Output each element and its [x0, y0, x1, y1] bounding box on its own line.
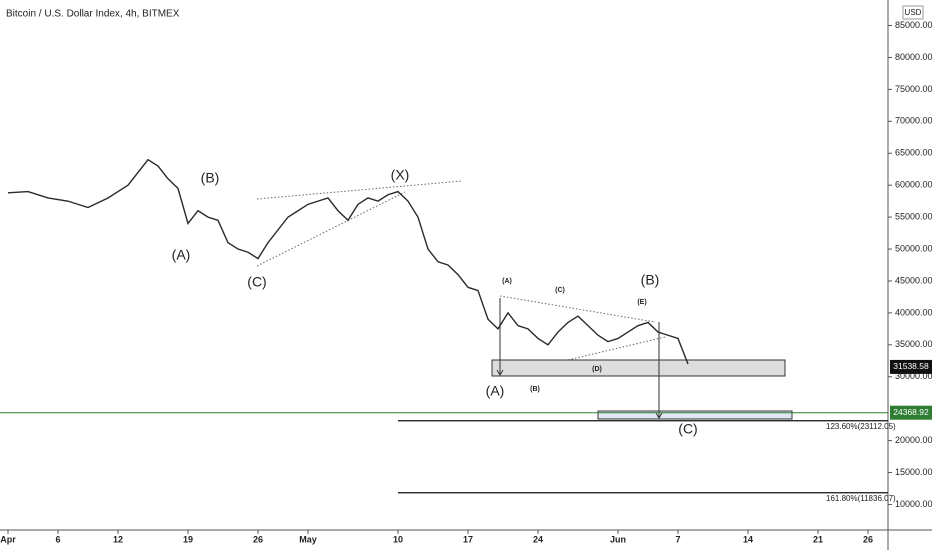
- y-tick-label: 60000.00: [895, 180, 932, 190]
- y-tick-label: 70000.00: [895, 116, 932, 126]
- y-tick-label: 10000.00: [895, 499, 932, 509]
- y-tick-label: 15000.00: [895, 467, 932, 477]
- y-tick-label: 85000.00: [895, 20, 932, 30]
- x-tick-label: 10: [393, 534, 403, 544]
- x-tick-label: May: [299, 534, 317, 544]
- wave-label: (B): [530, 386, 540, 393]
- x-tick-label: Apr: [0, 534, 16, 544]
- arrows: [496, 298, 663, 419]
- y-tick-label: 45000.00: [895, 275, 932, 285]
- wave-label: (X): [391, 167, 410, 183]
- x-tick-label: 26: [863, 534, 873, 544]
- wave-label: (A): [172, 247, 191, 263]
- y-tick-label: 75000.00: [895, 84, 932, 94]
- wave-label: (C): [678, 421, 697, 437]
- price-line: [7, 158, 689, 365]
- y-tick-label: 50000.00: [895, 243, 932, 253]
- fib-label: 161.80%(11836.07): [826, 494, 896, 503]
- wave-label: (E): [637, 299, 646, 306]
- y-tick-label: 35000.00: [895, 339, 932, 349]
- wave-label: (B): [201, 170, 220, 186]
- x-tick-label: 17: [463, 534, 473, 544]
- wave-label: (D): [592, 366, 602, 373]
- y-tick-label: 55000.00: [895, 211, 932, 221]
- x-tick-label: 7: [675, 534, 680, 544]
- fib-label: 123.60%(23112.05): [826, 422, 896, 431]
- wave-label: (A): [502, 278, 512, 285]
- target-price-box: [890, 405, 932, 420]
- y-tick-label: 20000.00: [895, 435, 932, 445]
- chart-title: Bitcoin / U.S. Dollar Index, 4h, BITMEX: [6, 9, 180, 20]
- wave-label: (B): [641, 272, 660, 288]
- y-tick-label: 30000.00: [895, 371, 932, 381]
- x-tick-label: 26: [253, 534, 263, 544]
- support-box: [491, 359, 786, 377]
- current-price-label: 31538.58: [893, 361, 929, 371]
- x-tick-label: 6: [55, 534, 60, 544]
- x-tick-label: 12: [113, 534, 123, 544]
- y-tick-label: 65000.00: [895, 148, 932, 158]
- x-tick-label: 14: [743, 534, 753, 544]
- y-tick-label: 40000.00: [895, 307, 932, 317]
- x-tick-label: Jun: [610, 534, 626, 544]
- x-tick-label: 24: [533, 534, 543, 544]
- y-tick-label: 80000.00: [895, 52, 932, 62]
- unit-box: [902, 5, 924, 20]
- wave-label: (A): [486, 383, 505, 399]
- wave-label: (C): [247, 274, 266, 290]
- target-box: [597, 410, 793, 420]
- target-price-label: 24368.92: [893, 407, 929, 417]
- x-tick-label: 21: [813, 534, 823, 544]
- wave-label: (C): [555, 287, 565, 294]
- x-tick-label: 19: [183, 534, 193, 544]
- unit-label: USD: [905, 8, 922, 17]
- current-price-box: [890, 359, 932, 374]
